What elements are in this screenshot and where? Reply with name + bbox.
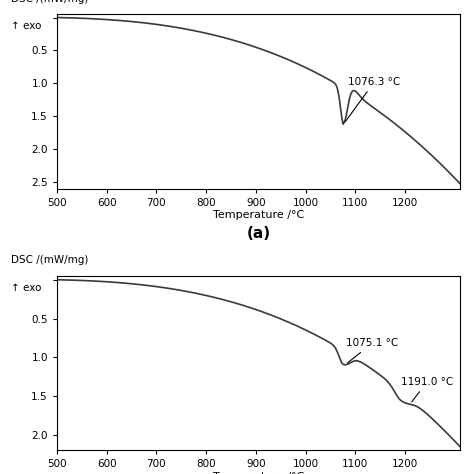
Text: DSC /(mW/mg): DSC /(mW/mg)	[10, 255, 88, 265]
X-axis label: Temperature /°C: Temperature /°C	[213, 472, 304, 474]
Text: 1191.0 °C: 1191.0 °C	[401, 377, 453, 402]
Text: ↑ exo: ↑ exo	[10, 21, 41, 31]
Text: ↑ exo: ↑ exo	[10, 283, 41, 293]
X-axis label: Temperature /°C: Temperature /°C	[213, 210, 304, 220]
Text: DSC /(mW/mg): DSC /(mW/mg)	[10, 0, 88, 4]
Text: 1075.1 °C: 1075.1 °C	[346, 338, 399, 363]
Text: 1076.3 °C: 1076.3 °C	[345, 77, 401, 122]
Text: (a): (a)	[246, 226, 270, 241]
